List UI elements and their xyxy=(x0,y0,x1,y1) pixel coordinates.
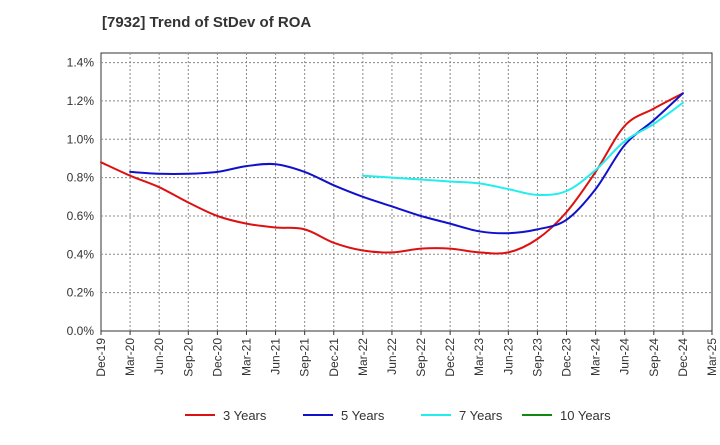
x-tick-label: Dec-20 xyxy=(210,338,224,377)
x-tick-label: Dec-24 xyxy=(676,338,690,377)
x-tick-label: Mar-24 xyxy=(589,338,603,376)
x-tick-label: Sep-21 xyxy=(298,338,312,377)
x-tick-label: Mar-25 xyxy=(705,338,719,376)
legend-label-7-years: 7 Years xyxy=(459,408,503,423)
x-tick-label: Mar-23 xyxy=(472,338,486,376)
legend-label-3-years: 3 Years xyxy=(223,408,267,423)
x-tick-label: Dec-23 xyxy=(560,338,574,377)
x-tick-label: Jun-22 xyxy=(385,338,399,375)
y-tick-label: 1.2% xyxy=(67,94,95,108)
y-tick-label: 0.2% xyxy=(67,286,95,300)
x-tick-label: Dec-19 xyxy=(94,338,108,377)
y-tick-label: 0.4% xyxy=(67,247,95,261)
x-tick-label: Mar-20 xyxy=(123,338,137,376)
y-tick-label: 1.0% xyxy=(67,132,95,146)
x-tick-label: Jun-21 xyxy=(269,338,283,375)
x-tick-label: Sep-20 xyxy=(181,338,195,377)
legend-label-10-years: 10 Years xyxy=(560,408,611,423)
x-tick-label: Jun-20 xyxy=(152,338,166,375)
legend-label-5-years: 5 Years xyxy=(341,408,385,423)
x-tick-label: Sep-23 xyxy=(530,338,544,377)
x-tick-label: Jun-24 xyxy=(618,338,632,375)
x-tick-label: Dec-22 xyxy=(443,338,457,377)
plot-area xyxy=(100,52,713,332)
y-tick-label: 0.0% xyxy=(67,324,95,338)
x-tick-label: Jun-23 xyxy=(501,338,515,375)
x-tick-label: Dec-21 xyxy=(327,338,341,377)
x-tick-label: Sep-24 xyxy=(647,338,661,377)
series-line-3-years xyxy=(100,92,684,255)
chart-title: [7932] Trend of StDev of ROA xyxy=(102,14,312,31)
x-tick-label: Mar-22 xyxy=(356,338,370,376)
series-line-5-years xyxy=(129,92,684,235)
y-tick-label: 0.8% xyxy=(67,171,95,185)
series-line-7-years xyxy=(361,101,684,197)
x-tick-label: Sep-22 xyxy=(414,338,428,377)
y-tick-label: 1.4% xyxy=(67,56,95,70)
y-tick-label: 0.6% xyxy=(67,209,95,223)
x-tick-label: Mar-21 xyxy=(239,338,253,376)
